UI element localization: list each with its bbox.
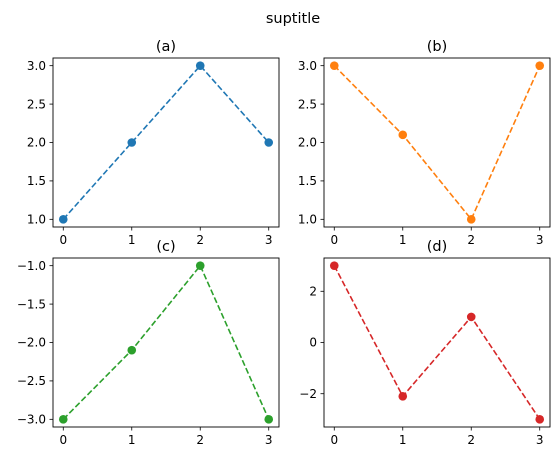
x-tick-label-d: 3 — [536, 433, 544, 447]
data-point-b — [466, 215, 476, 224]
data-point-d — [535, 415, 545, 424]
x-tick-label-a: 3 — [265, 233, 273, 247]
y-tick-label-b: 1.0 — [298, 213, 317, 227]
x-tick-label-a: 1 — [128, 233, 136, 247]
data-point-b — [329, 61, 339, 70]
y-tick-label-d: 0 — [309, 336, 317, 350]
y-tick-label-b: 2.5 — [298, 97, 317, 111]
x-tick-label-d: 0 — [330, 433, 338, 447]
subplot-title-c: (c) — [156, 239, 175, 255]
y-tick-label-c: −1.0 — [17, 259, 46, 273]
y-tick-label-b: 3.0 — [298, 59, 317, 73]
data-point-c — [58, 415, 68, 424]
x-tick-label-d: 1 — [399, 433, 407, 447]
x-tick-label-c: 0 — [59, 433, 67, 447]
x-tick-label-b: 1 — [399, 233, 407, 247]
data-point-c — [127, 345, 137, 355]
data-point-c — [264, 415, 274, 424]
subplot-d: (d) 0 1 2 3 −2 0 2 — [299, 239, 551, 447]
data-point-a — [264, 138, 274, 147]
y-tick-label-b: 2.0 — [298, 136, 317, 150]
y-tick-label-c: −3.0 — [17, 413, 46, 427]
y-tick-label-a: 1.0 — [27, 213, 46, 227]
axes-frame-a — [52, 57, 280, 228]
subplot-b: (b) 0 1 2 3 1.0 1.5 2.0 2.5 3.0 — [298, 39, 551, 247]
x-tick-label-a: 2 — [196, 233, 204, 247]
suptitle: suptitle — [266, 11, 320, 27]
y-tick-label-a: 3.0 — [27, 59, 46, 73]
x-tick-label-d: 2 — [467, 433, 475, 447]
x-tick-label-b: 0 — [330, 233, 338, 247]
y-tick-label-d: 2 — [309, 284, 317, 298]
data-point-c — [195, 261, 205, 270]
axes-frame-d — [323, 257, 551, 428]
axes-frame-c — [52, 257, 280, 428]
subplot-title-b: (b) — [427, 39, 448, 55]
x-tick-label-c: 2 — [196, 433, 204, 447]
x-tick-label-c: 3 — [265, 433, 273, 447]
series-line-b — [333, 65, 541, 221]
data-point-a — [58, 215, 68, 224]
data-point-d — [466, 312, 476, 322]
y-tick-label-c: −2.0 — [17, 336, 46, 350]
x-tick-label-b: 2 — [467, 233, 475, 247]
data-point-b — [535, 61, 545, 70]
data-point-b — [398, 130, 408, 140]
y-tick-label-d: −2 — [299, 387, 317, 401]
series-line-d — [333, 265, 541, 420]
data-point-a — [127, 138, 137, 147]
data-point-d — [329, 261, 339, 270]
data-point-d — [398, 391, 408, 401]
y-tick-label-b: 1.5 — [298, 174, 317, 188]
y-tick-label-c: −2.5 — [17, 374, 46, 388]
y-tick-label-a: 2.5 — [27, 97, 46, 111]
series-line-a — [62, 64, 270, 220]
x-tick-label-b: 3 — [536, 233, 544, 247]
series-line-c — [62, 264, 270, 420]
axes-frame-b — [323, 57, 551, 228]
subplot-c: (c) 0 1 2 3 −3.0 −2.5 −2.0 −1.5 −1.0 — [17, 239, 280, 447]
x-tick-label-c: 1 — [128, 433, 136, 447]
y-tick-label-a: 1.5 — [27, 174, 46, 188]
y-tick-label-c: −1.5 — [17, 297, 46, 311]
subplot-title-d: (d) — [427, 239, 448, 255]
y-tick-label-a: 2.0 — [27, 136, 46, 150]
data-point-a — [195, 61, 205, 70]
subplot-a: (a) 0 1 2 3 1.0 1.5 2.0 2.5 3.0 — [27, 39, 280, 247]
x-tick-label-a: 0 — [59, 233, 67, 247]
subplot-title-a: (a) — [156, 39, 176, 55]
